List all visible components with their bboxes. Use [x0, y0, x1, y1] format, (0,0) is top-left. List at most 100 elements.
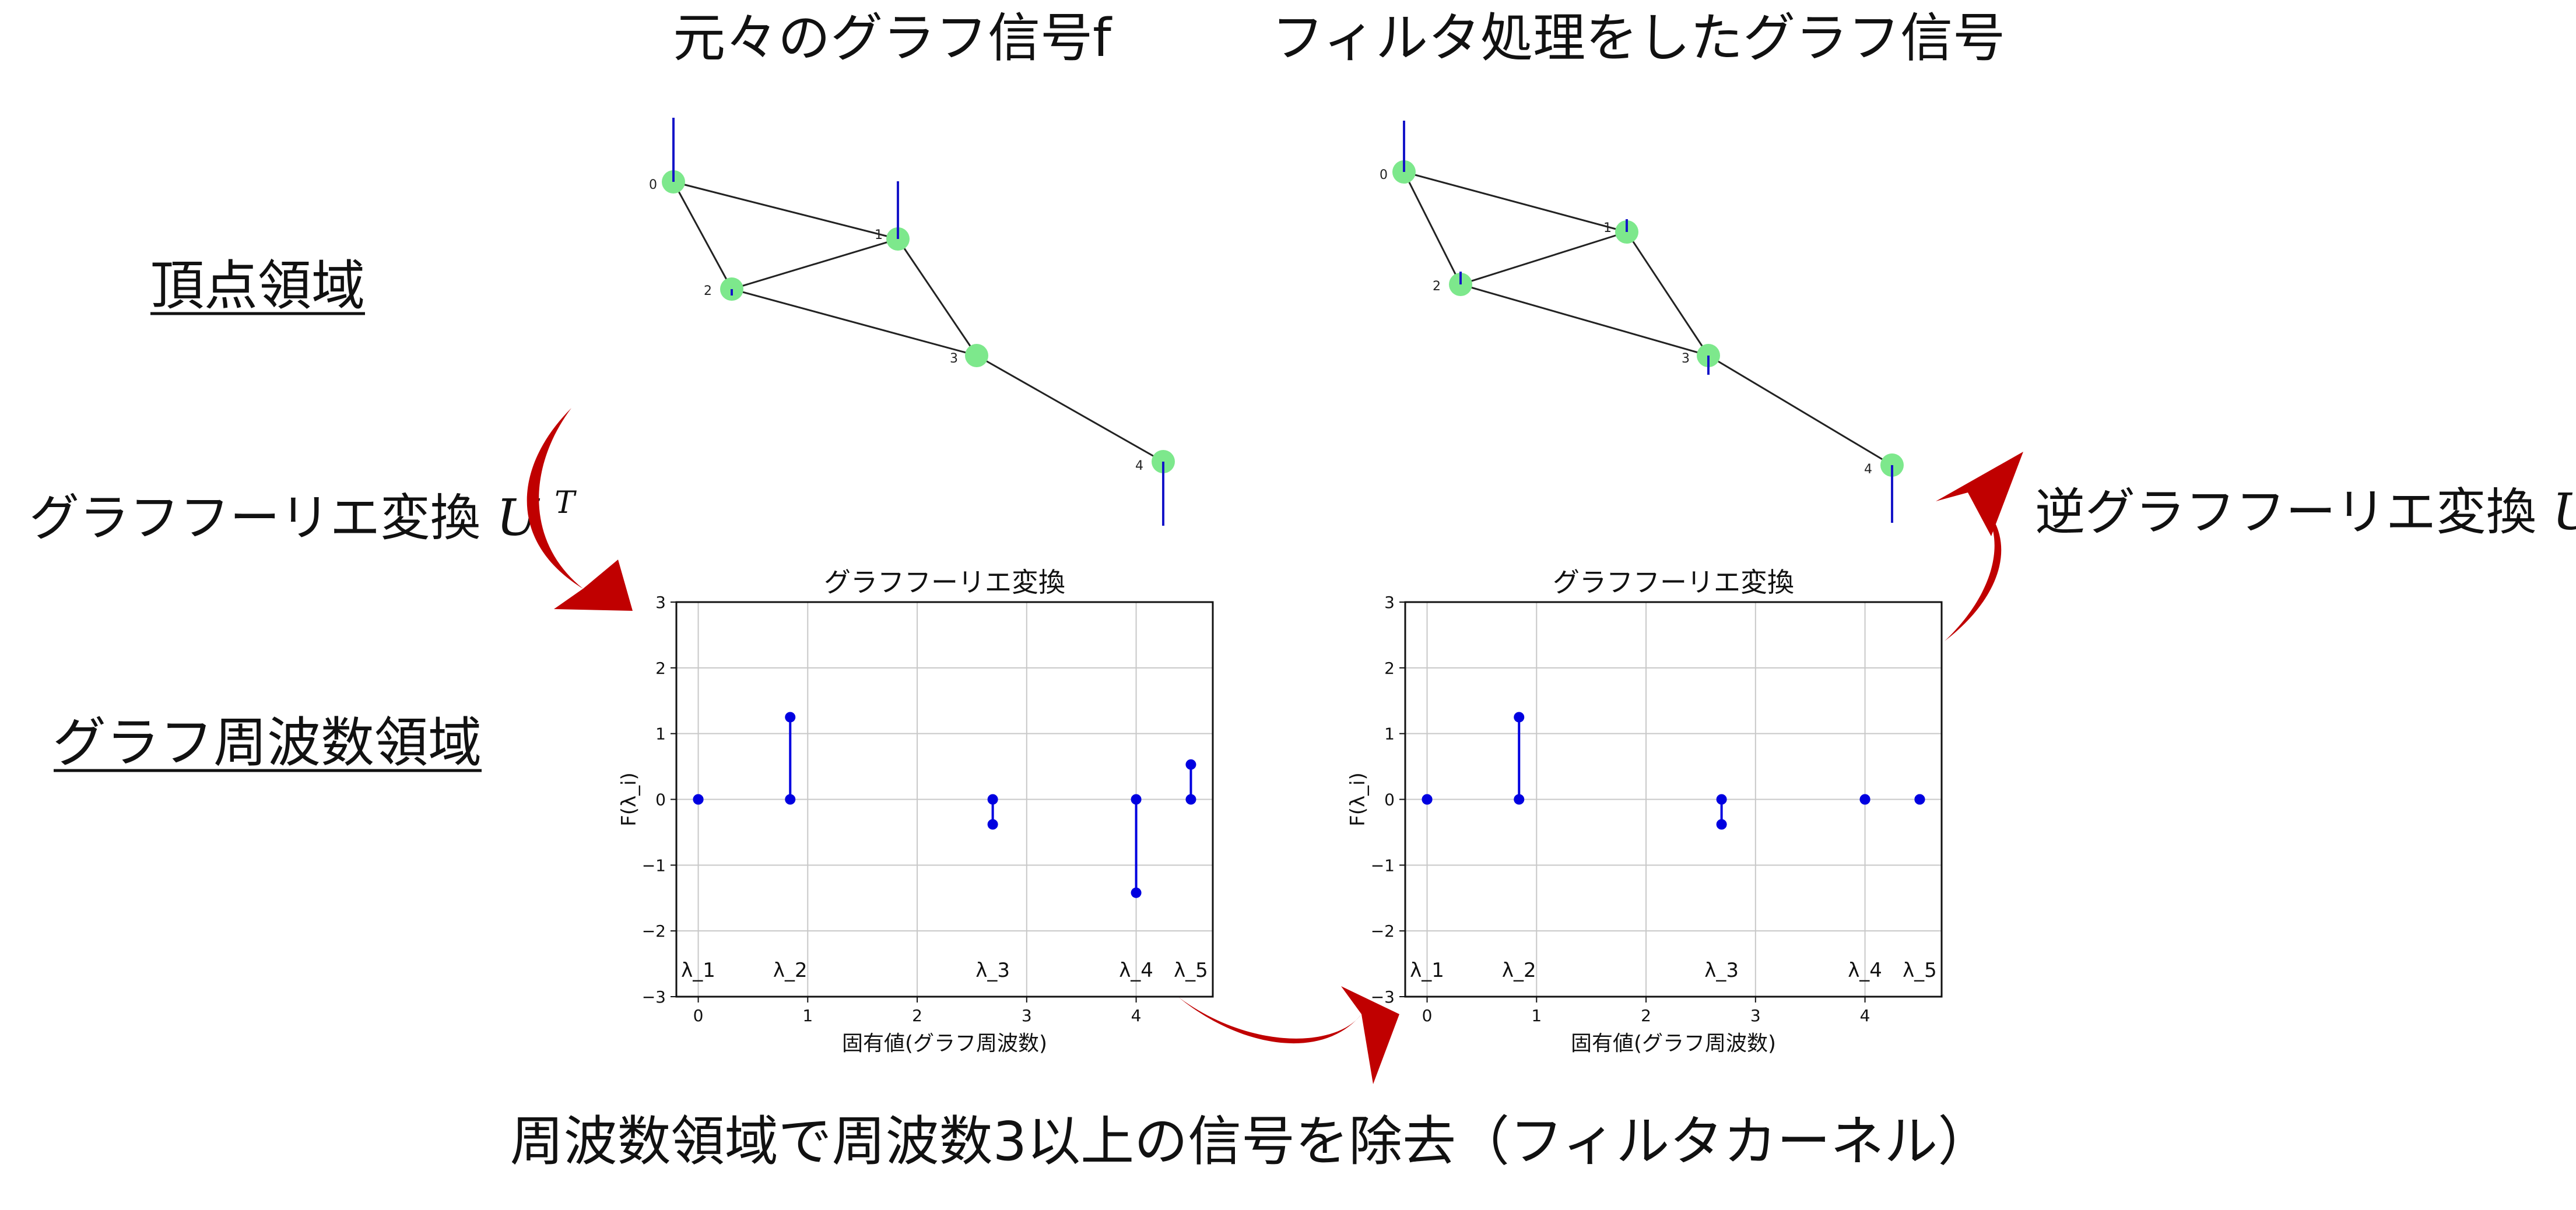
- title-original-signal: 元々のグラフ信号f: [673, 8, 1112, 69]
- graph-edge: [673, 181, 899, 240]
- y-tick-label: −2: [1371, 921, 1395, 941]
- x-tick-label: 1: [1531, 1006, 1542, 1025]
- stem-base-marker: [1131, 794, 1142, 805]
- arrow-kernel-body: [1178, 986, 1399, 1084]
- graph-node-label: 0: [649, 178, 657, 192]
- x-axis-label: 固有値(グラフ周波数): [842, 1032, 1047, 1056]
- x-tick-label: 4: [1860, 1006, 1870, 1025]
- graph-edge: [976, 354, 1164, 463]
- y-tick-label: 3: [1384, 593, 1395, 612]
- y-tick-label: −2: [642, 921, 666, 941]
- x-axis-label: 固有値(グラフ周波数): [1571, 1032, 1776, 1056]
- graph-panel-filtered: 0 1 2 3 4: [1380, 121, 1904, 523]
- label-frequency-domain: グラフ周波数領域: [52, 712, 482, 774]
- y-tick-label: 2: [655, 659, 666, 678]
- x-tick-label: 0: [1422, 1006, 1433, 1025]
- stem-marker: [1131, 887, 1142, 898]
- y-tick-label: −1: [642, 856, 666, 875]
- forward-transform-sup: T: [554, 486, 577, 520]
- stem-marker: [987, 819, 998, 830]
- graph-node-label: 1: [875, 228, 883, 242]
- y-tick-label: −3: [642, 987, 666, 1007]
- y-tick-label: 0: [1384, 790, 1395, 810]
- y-tick-label: 1: [655, 724, 666, 744]
- arrow-inverse-body: [1936, 452, 2023, 641]
- y-tick-label: 2: [1384, 659, 1395, 678]
- stem-marker: [693, 794, 704, 805]
- y-tick-label: 0: [655, 790, 666, 810]
- eigenvalue-label: λ_2: [773, 959, 808, 982]
- graph-edge: [1626, 231, 1710, 356]
- eigenvalue-label: λ_3: [975, 959, 1010, 982]
- eigenvalue-label: λ_1: [681, 959, 715, 982]
- eigenvalue-label: λ_4: [1848, 959, 1882, 982]
- graph-node-label: 3: [1682, 351, 1690, 366]
- eigenvalue-label: λ_4: [1119, 959, 1153, 982]
- graph-node-label: 4: [1864, 462, 1872, 477]
- y-axis-label: F(λ_i): [1346, 772, 1370, 826]
- graph-panel-original: 0 1 2 3 4: [649, 118, 1175, 526]
- eigenvalue-label: λ_1: [1410, 959, 1444, 982]
- stem-base-marker: [1514, 794, 1525, 805]
- stem-base-marker: [785, 794, 796, 805]
- stem-base-marker: [1716, 794, 1727, 805]
- graph-edge: [731, 238, 899, 290]
- inverse-transform-math: U: [2552, 483, 2576, 541]
- eigenvalue-label: λ_3: [1704, 959, 1739, 982]
- graph-node-label: 2: [1433, 279, 1441, 294]
- frequency-domain-text: グラフ周波数領域: [52, 712, 482, 774]
- stem-marker: [1914, 794, 1925, 805]
- label-inverse-transform: 逆グラフフーリエ変換 U: [2035, 483, 2576, 541]
- stem-marker: [1185, 759, 1196, 770]
- arrow-forward-transform: [527, 408, 633, 611]
- stem-marker: [1514, 712, 1525, 723]
- graph-edge: [731, 288, 977, 357]
- label-forward-transform: グラフフーリエ変換 U T: [29, 486, 577, 547]
- arrow-inverse-transform: [1936, 452, 2023, 641]
- y-tick-label: 3: [655, 593, 666, 612]
- label-vertex-domain: 頂点領域: [150, 255, 365, 317]
- stem-marker: [1716, 819, 1727, 830]
- graph-edge: [672, 181, 733, 290]
- eigenvalue-label: λ_5: [1903, 959, 1937, 982]
- graph-edge: [897, 238, 978, 356]
- stem-marker: [1422, 794, 1433, 805]
- eigenvalue-label: λ_5: [1174, 959, 1208, 982]
- vertex-domain-text: 頂点領域: [150, 255, 365, 317]
- arrow-filter-kernel: [1178, 986, 1399, 1084]
- x-tick-label: 4: [1131, 1006, 1142, 1025]
- y-tick-label: 1: [1384, 724, 1395, 744]
- y-tick-label: −3: [1371, 987, 1395, 1007]
- x-tick-label: 1: [802, 1006, 813, 1025]
- graph-node-label: 1: [1603, 221, 1612, 235]
- bottom-caption: 周波数領域で周波数3以上の信号を除去（フィルタカーネル）: [510, 1110, 1992, 1173]
- graph-edge: [1708, 354, 1893, 466]
- chart-title: グラフフーリエ変換: [1553, 567, 1794, 598]
- y-axis-label: F(λ_i): [617, 772, 641, 826]
- graph-edge: [1403, 171, 1627, 233]
- graph-node-label: 2: [704, 284, 712, 298]
- graph-node-label: 3: [950, 351, 958, 366]
- eigenvalue-label: λ_2: [1502, 959, 1536, 982]
- graph-node-label: 4: [1135, 459, 1143, 473]
- x-tick-label: 0: [693, 1006, 704, 1025]
- forward-transform-text: グラフフーリエ変換: [29, 489, 480, 547]
- stem-base-marker: [1185, 794, 1196, 805]
- stem-marker: [1859, 794, 1870, 805]
- x-tick-label: 2: [912, 1006, 922, 1025]
- graph-edge: [1460, 231, 1627, 286]
- x-tick-label: 3: [1750, 1006, 1761, 1025]
- graph-node-label: 0: [1380, 168, 1388, 182]
- stem-base-marker: [987, 794, 998, 805]
- graph-node: [965, 344, 988, 367]
- graph-edge: [1460, 283, 1709, 357]
- chart-title: グラフフーリエ変換: [824, 567, 1065, 598]
- x-tick-label: 3: [1022, 1006, 1032, 1025]
- stem-marker: [785, 712, 796, 723]
- inverse-transform-text: 逆グラフフーリエ変換: [2035, 483, 2536, 541]
- title-filtered-signal: フィルタ処理をしたグラフ信号: [1272, 8, 2005, 69]
- x-tick-label: 2: [1641, 1006, 1651, 1025]
